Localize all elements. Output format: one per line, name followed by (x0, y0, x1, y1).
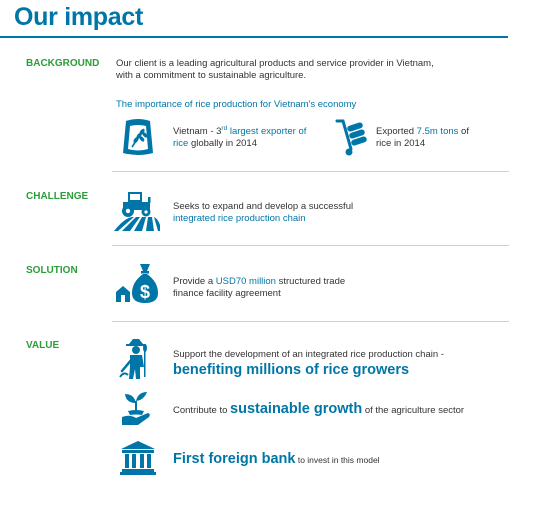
background-desc-line1: Our client is a leading agricultural pro… (116, 58, 434, 69)
bank-icon (120, 441, 156, 475)
solution-line1: Provide a USD70 million structured trade (173, 276, 346, 287)
title-rule (0, 36, 508, 38)
rice-sack-icon (123, 119, 153, 155)
value-label: VALUE (26, 340, 60, 351)
solution-label: SOLUTION (26, 265, 78, 276)
money-bag-icon: $ (116, 264, 158, 303)
fact1-line2: rice globally in 2014 (173, 138, 257, 149)
farmer-icon (119, 339, 147, 379)
challenge-line2: integrated rice production chain (173, 213, 306, 224)
solution-line2: finance facility agreement (173, 288, 281, 299)
plant-hand-icon (122, 392, 150, 425)
value-item1-highlight: benefiting millions of rice growers (173, 362, 410, 378)
value-item3: First foreign bank to invest in this mod… (173, 451, 380, 467)
page-title: Our impact (14, 3, 143, 31)
value-item2: Contribute to sustainable growth of the … (173, 401, 465, 417)
background-desc-line2: with a commitment to sustainable agricul… (116, 70, 307, 81)
svg-text:$: $ (140, 282, 150, 302)
separator (112, 321, 509, 322)
hand-truck-icon (335, 119, 367, 156)
challenge-line1: Seeks to expand and develop a successful (173, 201, 354, 212)
tractor-field-icon (114, 192, 160, 231)
fact2-line1: Exported 7.5m tons of (376, 126, 469, 137)
value-item1-line1: Support the development of an integrated… (173, 349, 444, 360)
fact1-line1: Vietnam - 3rd largest exporter of (173, 124, 307, 137)
separator (112, 171, 509, 172)
background-label: BACKGROUND (26, 58, 100, 69)
background-subheading: The importance of rice production for Vi… (116, 99, 357, 110)
separator (112, 245, 509, 246)
fact2-line2: rice in 2014 (376, 138, 426, 149)
challenge-label: CHALLENGE (26, 191, 89, 202)
